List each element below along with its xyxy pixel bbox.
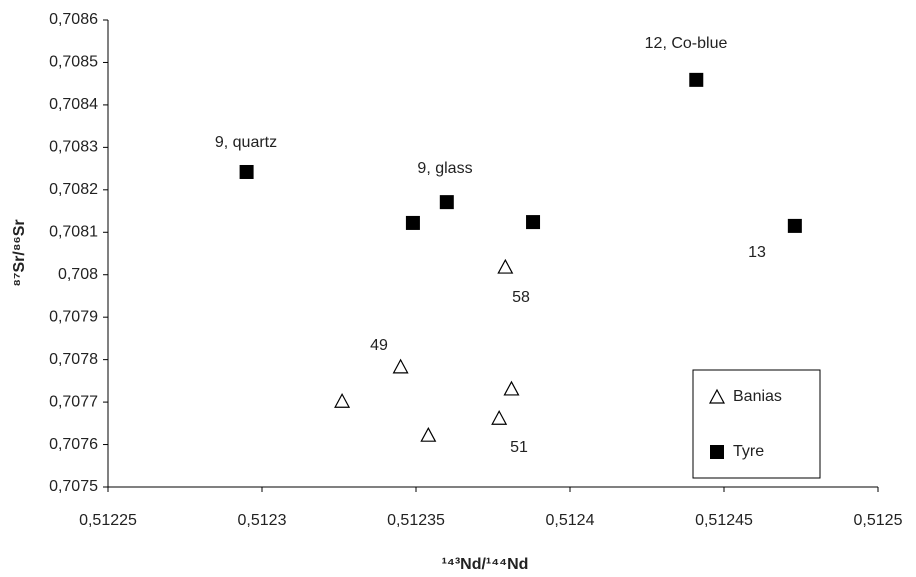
- x-tick-label: 0,51225: [79, 512, 137, 529]
- legend-label: Tyre: [733, 443, 764, 460]
- point: [405, 215, 420, 230]
- annotation: 49: [370, 337, 388, 354]
- y-tick-label: 0,7082: [49, 181, 98, 198]
- annotation: 58: [512, 289, 530, 306]
- point: [392, 358, 409, 374]
- y-tick-label: 0,708: [58, 266, 98, 283]
- annotation: 13: [748, 244, 766, 261]
- point: [689, 72, 704, 87]
- legend-marker: [710, 445, 724, 459]
- point: [439, 195, 454, 210]
- y-axis-title: ⁸⁷Sr/⁸⁶Sr: [11, 219, 28, 286]
- legend-marker: [708, 388, 726, 404]
- y-tick-label: 0,7076: [49, 436, 98, 453]
- point: [420, 426, 437, 442]
- y-tick-label: 0,7077: [49, 393, 98, 410]
- y-tick-label: 0,7081: [49, 223, 98, 240]
- point: [334, 392, 351, 408]
- point: [526, 215, 541, 230]
- y-tick-label: 0,7075: [49, 478, 98, 495]
- point: [239, 164, 254, 179]
- point: [787, 218, 802, 233]
- x-tick-label: 0,51235: [387, 512, 445, 529]
- y-tick-label: 0,7084: [49, 96, 98, 113]
- annotation: 9, quartz: [215, 134, 277, 151]
- y-tick-label: 0,7078: [49, 351, 98, 368]
- x-tick-label: 0,5125: [854, 512, 903, 529]
- x-tick-label: 0,5123: [238, 512, 287, 529]
- point: [491, 409, 508, 425]
- legend-label: Banias: [733, 388, 782, 405]
- y-tick-label: 0,7079: [49, 308, 98, 325]
- legend-box: [692, 369, 821, 479]
- y-tick-label: 0,7083: [49, 139, 98, 156]
- annotation: 51: [510, 439, 528, 456]
- point: [503, 380, 520, 396]
- annotation: 12, Co-blue: [645, 35, 728, 52]
- x-axis-title: ¹⁴³Nd/¹⁴⁴Nd: [442, 556, 529, 573]
- point: [497, 258, 514, 274]
- x-tick-label: 0,51245: [695, 512, 753, 529]
- y-tick-label: 0,7085: [49, 54, 98, 71]
- annotation: 9, glass: [417, 160, 472, 177]
- x-tick-label: 0,5124: [546, 512, 595, 529]
- y-tick-label: 0,7086: [49, 11, 98, 28]
